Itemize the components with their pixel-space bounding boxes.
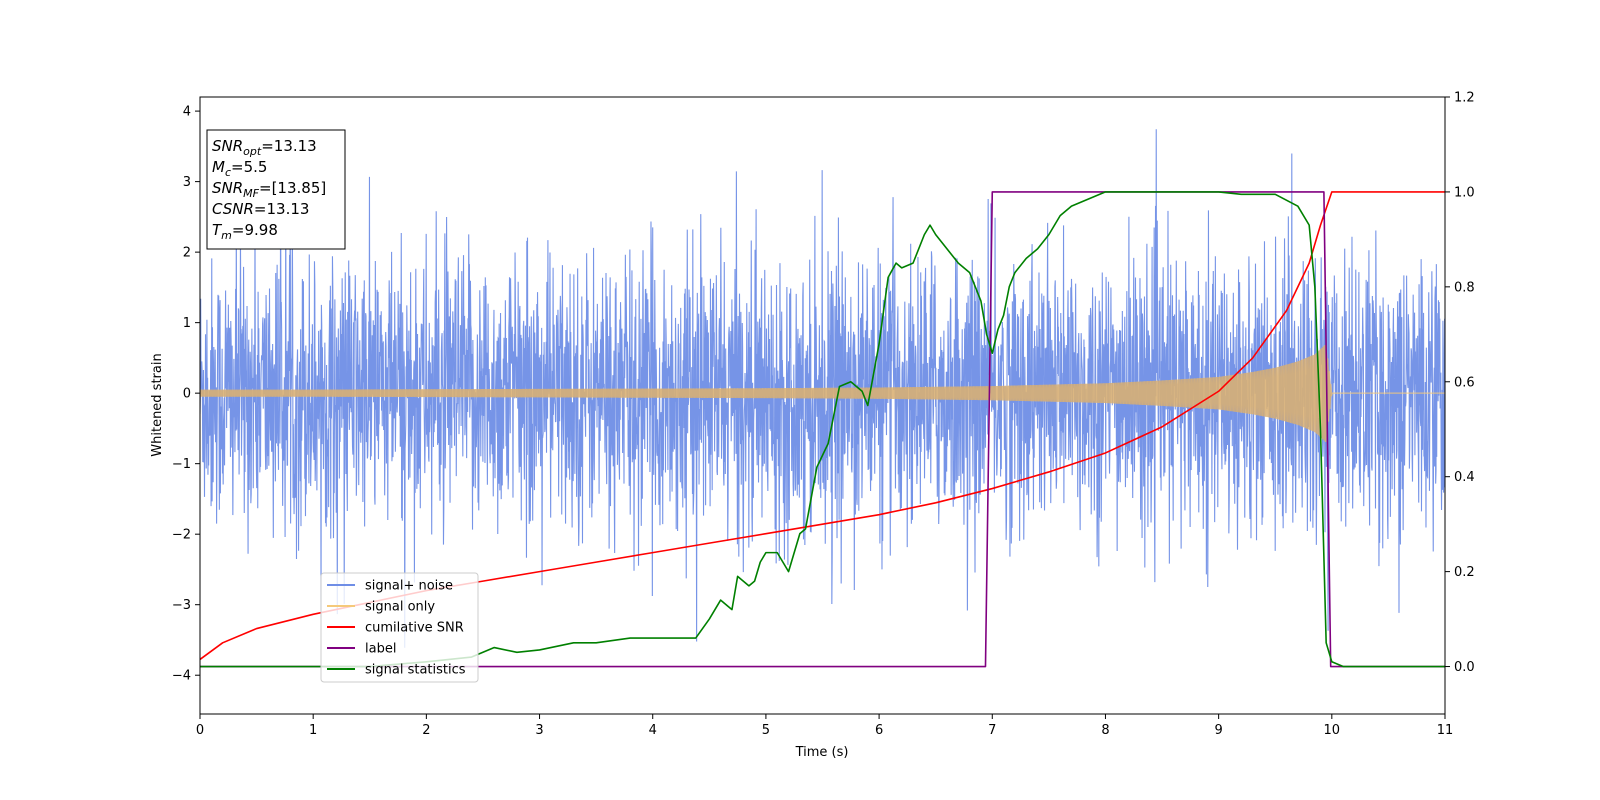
y-axis: −4 −3 −2 −1 0 1 2 3 4 — [172, 105, 200, 684]
y-axis-title: Whitened strain — [150, 353, 165, 456]
series-signal-statistics-line — [200, 191, 1445, 668]
y2-axis: 0.0 0.2 0.4 0.6 0.8 1.0 1.2 — [1445, 91, 1475, 675]
info-line: Mc=5.5 — [212, 158, 267, 179]
x-tick-label: 4 — [649, 723, 657, 738]
x-tick-label: 6 — [875, 723, 883, 738]
y-tick-label: 3 — [183, 175, 191, 190]
y2-tick-label: 0.4 — [1454, 470, 1475, 485]
x-tick-label: 9 — [1214, 723, 1222, 738]
info-line: SNRopt=13.13 — [212, 137, 317, 158]
x-tick-label: 10 — [1324, 723, 1341, 738]
y-tick-label: 2 — [183, 246, 191, 261]
info-line: Tm=9.98 — [212, 221, 278, 242]
x-tick-label: 3 — [535, 723, 543, 738]
axes-frame — [199, 96, 1446, 715]
info-line: SNRMF=[13.85] — [212, 179, 326, 200]
info-box-frame — [206, 129, 346, 250]
x-tick-label: 7 — [988, 723, 996, 738]
legend-label: signal only — [365, 600, 435, 615]
y2-tick-label: 0.6 — [1454, 375, 1475, 390]
series-signal-only-envelope — [200, 343, 1445, 443]
legend-frame — [320, 572, 479, 683]
x-tick-label: 0 — [196, 723, 204, 738]
x-axis-title: Time (s) — [795, 745, 849, 760]
info-box: SNRopt=13.13Mc=5.5SNRMF=[13.85]CSNR=13.1… — [206, 129, 346, 250]
y2-tick-label: 0.0 — [1454, 660, 1475, 675]
y-tick-label: 1 — [183, 316, 191, 331]
legend: signal+ noise signal only cumilative SNR la… — [320, 572, 479, 683]
legend-label: signal+ noise — [365, 579, 453, 594]
x-tick-label: 5 — [762, 723, 770, 738]
info-line: CSNR=13.13 — [212, 200, 309, 218]
y-tick-label: 4 — [183, 105, 191, 120]
x-tick-label: 1 — [309, 723, 317, 738]
x-tick-label: 2 — [422, 723, 430, 738]
legend-label: label — [365, 642, 396, 657]
y-tick-label: −3 — [172, 598, 191, 613]
y2-tick-label: 1.0 — [1454, 185, 1475, 200]
x-tick-label: 8 — [1101, 723, 1109, 738]
y-tick-label: −2 — [172, 528, 191, 543]
y-tick-label: −1 — [172, 457, 191, 472]
y-tick-label: 0 — [183, 387, 191, 402]
y2-tick-label: 1.2 — [1454, 91, 1475, 106]
legend-label: signal statistics — [365, 663, 466, 678]
legend-label: cumilative SNR — [365, 621, 464, 636]
x-axis: 0 1 2 3 4 5 6 7 8 9 10 11 — [196, 714, 1453, 738]
x-tick-label: 11 — [1437, 723, 1454, 738]
y-tick-label: −4 — [172, 669, 191, 684]
y2-tick-label: 0.2 — [1454, 565, 1475, 580]
y2-tick-label: 0.8 — [1454, 280, 1475, 295]
